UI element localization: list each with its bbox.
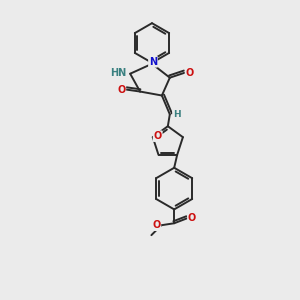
Text: O: O xyxy=(117,85,125,94)
Text: N: N xyxy=(149,57,157,67)
Text: O: O xyxy=(185,68,194,78)
Text: O: O xyxy=(188,213,196,223)
Text: O: O xyxy=(154,131,162,141)
Text: O: O xyxy=(152,220,160,230)
Text: H: H xyxy=(173,110,181,119)
Text: HN: HN xyxy=(110,68,126,78)
